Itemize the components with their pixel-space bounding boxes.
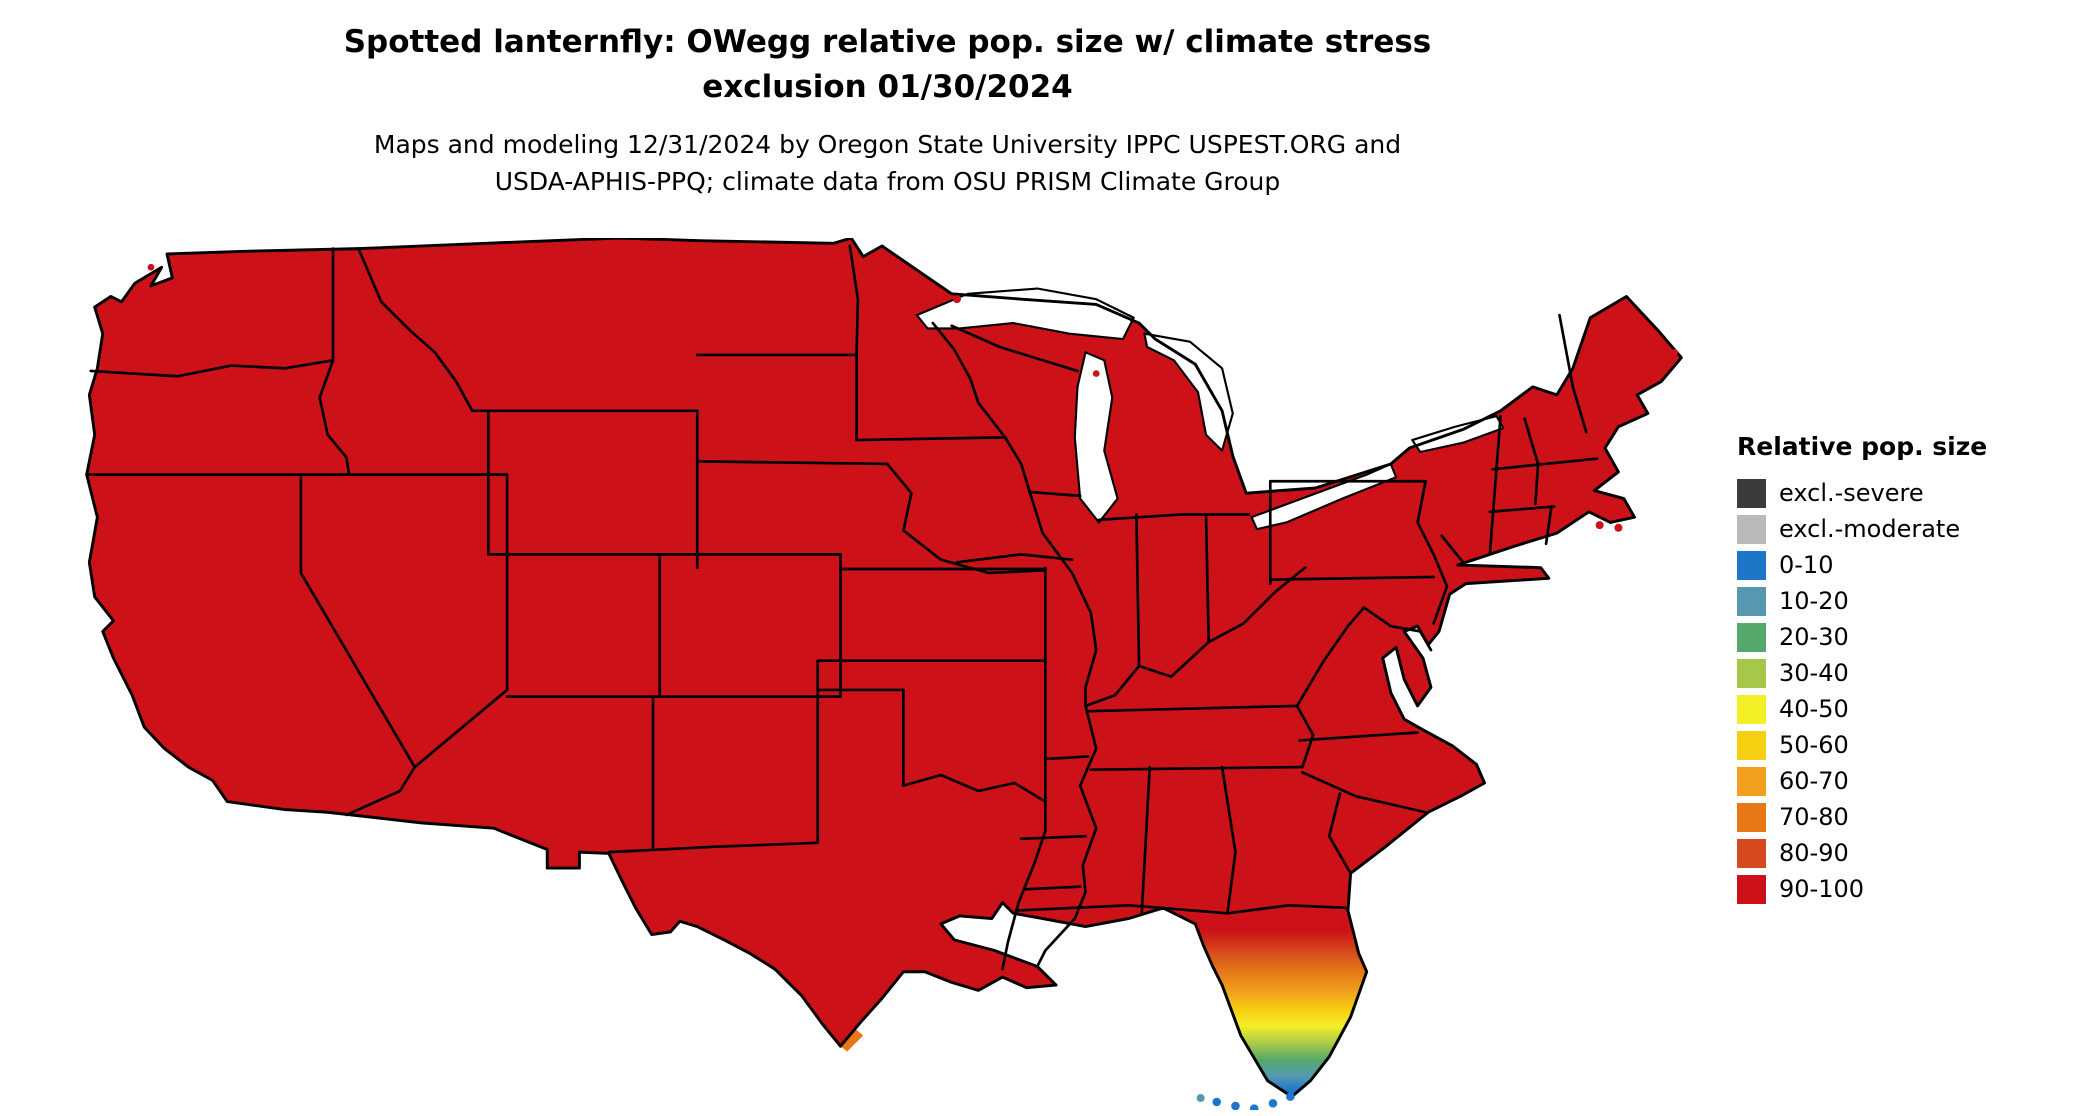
florida-keys (1196, 1092, 1295, 1110)
legend-label: excl.-severe (1779, 478, 1924, 507)
legend-swatch (1737, 586, 1766, 616)
map-subtitle-line2: USDA-APHIS-PPQ; climate data from OSU PR… (494, 167, 1281, 196)
lake-ontario (1411, 415, 1505, 454)
island-dot (952, 295, 961, 304)
lake-huron (1143, 332, 1234, 452)
map-title-line1: Spotted lanternfly: OWegg relative pop. … (343, 24, 1432, 60)
legend-item: 70-80 (1737, 799, 2077, 835)
island-dot (1614, 523, 1623, 532)
legend-label: 70-80 (1779, 802, 1849, 831)
florida-keys-dot (1268, 1099, 1278, 1108)
legend-item: 60-70 (1737, 763, 2077, 799)
legend-label: 30-40 (1779, 658, 1849, 687)
legend-swatch (1737, 478, 1766, 508)
island-dot (147, 263, 155, 271)
florida-keys-dot (1196, 1094, 1205, 1103)
florida-keys-dot (1286, 1092, 1295, 1101)
florida-gradient-region (1197, 910, 1367, 1097)
florida-keys-dot (1212, 1097, 1222, 1107)
us-land-fill (86, 238, 1682, 1097)
legend-label: 50-60 (1779, 730, 1849, 759)
legend-swatch (1737, 838, 1766, 868)
island-dot (1657, 362, 1665, 369)
legend-item: excl.-severe (1737, 475, 2077, 511)
florida-keys-dot (1231, 1101, 1240, 1110)
florida-keys-dot (1249, 1104, 1259, 1110)
island-dots (147, 263, 1678, 532)
legend-item: 40-50 (1737, 691, 2077, 727)
legend-label: 20-30 (1779, 622, 1849, 651)
legend-label: excl.-moderate (1779, 514, 1961, 543)
map-subtitle: Maps and modeling 12/31/2024 by Oregon S… (0, 126, 1775, 200)
lake-michigan (1073, 351, 1119, 524)
map-legend: Relative pop. size excl.-severe excl.-mo… (1737, 432, 2077, 907)
legend-label: 0-10 (1779, 550, 1834, 579)
legend-swatch (1737, 658, 1766, 688)
texas-tip-region (840, 1027, 864, 1052)
legend-item: 90-100 (1737, 871, 2077, 907)
map-title-line2: exclusion 01/30/2024 (702, 69, 1073, 105)
us-outline (85, 238, 1683, 1099)
legend-item: excl.-moderate (1737, 511, 2077, 547)
legend-swatch (1737, 550, 1766, 580)
lake-superior (915, 287, 1135, 341)
legend-item: 50-60 (1737, 727, 2077, 763)
legend-item: 80-90 (1737, 835, 2077, 871)
legend-label: 60-70 (1779, 766, 1849, 795)
legend-swatch (1737, 694, 1766, 724)
legend-label: 90-100 (1779, 874, 1865, 903)
legend-label: 10-20 (1779, 586, 1849, 615)
legend-item: 20-30 (1737, 619, 2077, 655)
state-borders (85, 244, 1599, 971)
legend-label: 80-90 (1779, 838, 1849, 867)
legend-item: 30-40 (1737, 655, 2077, 691)
legend-swatch (1737, 622, 1766, 652)
map-title: Spotted lanternfly: OWegg relative pop. … (0, 20, 1775, 110)
legend-swatch (1737, 802, 1766, 832)
island-dot (1671, 348, 1678, 356)
us-map-svg (85, 238, 1683, 1110)
legend-swatch (1737, 514, 1766, 544)
legend-item: 10-20 (1737, 583, 2077, 619)
legend-item: 0-10 (1737, 547, 2077, 583)
island-dot (1595, 521, 1604, 530)
legend-title: Relative pop. size (1737, 432, 1988, 461)
map-subtitle-line1: Maps and modeling 12/31/2024 by Oregon S… (373, 130, 1402, 159)
legend-swatch (1737, 874, 1766, 904)
legend-swatch (1737, 766, 1766, 796)
us-map (84, 238, 1684, 1110)
legend-label: 40-50 (1779, 694, 1849, 723)
legend-swatch (1737, 730, 1766, 760)
island-dot (1092, 370, 1100, 377)
